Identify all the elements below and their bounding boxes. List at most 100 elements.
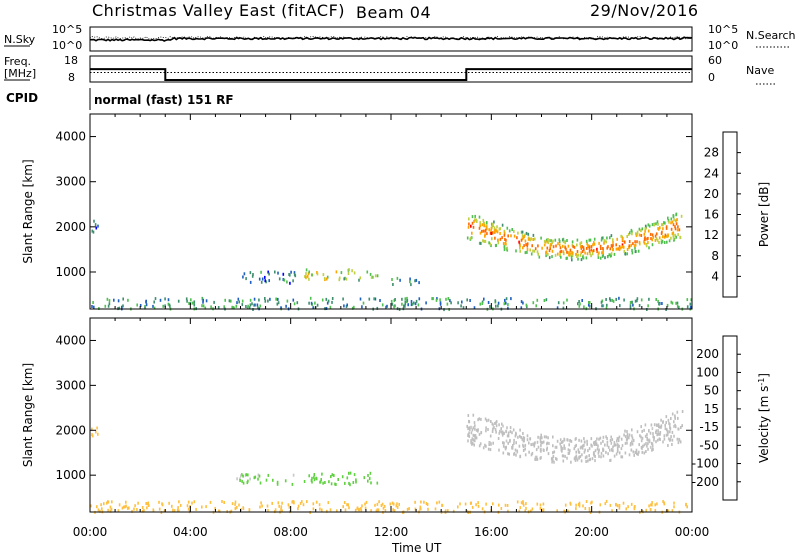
power-cell	[497, 238, 499, 242]
velocity-cell	[109, 509, 112, 513]
velocity-cell	[109, 505, 112, 509]
velocity-cell	[472, 433, 475, 437]
velocity-cell	[657, 432, 659, 436]
velocity-cell	[581, 446, 584, 450]
power-cell	[340, 271, 343, 275]
velocity-cell	[547, 452, 550, 456]
velocity-cell	[656, 438, 659, 442]
velocity-cell	[267, 509, 269, 512]
power-cell	[664, 221, 666, 225]
velocity-cell	[480, 431, 483, 435]
power-cell	[629, 301, 632, 304]
power-cell	[673, 238, 675, 242]
power-cell	[571, 254, 574, 257]
power-cell	[647, 241, 649, 245]
power-cell	[583, 305, 585, 309]
velocity-cell	[259, 481, 262, 485]
power-cell	[164, 304, 166, 308]
power-cell	[249, 280, 252, 284]
velocity-cell	[472, 413, 475, 417]
velocity-cell	[606, 440, 609, 444]
power-cell	[569, 251, 571, 255]
velocity-cell	[308, 474, 310, 478]
power-cell	[522, 236, 525, 240]
velocity-cell	[657, 423, 660, 427]
power-cell	[629, 231, 631, 235]
power-cell	[473, 219, 475, 223]
power-cell	[236, 301, 238, 305]
power-cell	[503, 302, 506, 306]
power-cell	[325, 297, 328, 301]
velocity-cell	[398, 502, 400, 506]
velocity-cell	[492, 423, 494, 427]
velocity-cell	[396, 502, 398, 506]
velocity-cell	[641, 429, 643, 433]
velocity-cell	[646, 444, 648, 448]
power-cell	[623, 249, 626, 253]
velocity-cell	[470, 431, 473, 435]
power-cell	[167, 302, 170, 306]
velocity-cell	[315, 500, 318, 504]
power-cell	[613, 252, 616, 256]
power-cell	[604, 256, 606, 260]
velocity-cell	[426, 503, 429, 506]
power-cell	[583, 248, 585, 252]
velocity-cell	[533, 442, 536, 446]
velocity-cell	[552, 435, 554, 439]
velocity-cell	[543, 449, 545, 452]
power-cell	[647, 304, 649, 308]
velocity-cell	[343, 501, 346, 504]
velocity-cell	[644, 434, 647, 438]
velocity-cell	[473, 421, 476, 425]
power-cell	[656, 220, 659, 224]
power-cell	[589, 304, 591, 308]
velocity-cell	[478, 432, 481, 436]
power-cell	[538, 255, 541, 259]
velocity-cell	[478, 444, 481, 448]
velocity-cell	[632, 439, 635, 443]
power-cell	[645, 224, 647, 228]
power-cell	[571, 240, 574, 244]
power-cell	[601, 254, 604, 258]
power-cell	[667, 219, 670, 222]
velocity-cell	[291, 482, 294, 486]
power-cell	[217, 306, 220, 309]
power-cell	[486, 221, 488, 225]
velocity-cell	[475, 503, 477, 507]
power-cell	[537, 244, 539, 248]
nave-right-tick-bottom: 0	[708, 71, 715, 84]
power-cell	[503, 245, 506, 249]
power-cell	[248, 306, 251, 310]
power-cell	[532, 301, 535, 305]
velocity-cell	[507, 509, 509, 513]
power-cell	[522, 246, 524, 250]
power-cell	[202, 298, 204, 302]
power-cell	[558, 240, 561, 243]
velocity-cell	[542, 440, 545, 444]
power-cell	[646, 237, 648, 241]
power-cell	[562, 301, 565, 305]
power-cell	[605, 240, 607, 244]
power-cell	[631, 300, 633, 304]
velocity-cell	[607, 445, 610, 449]
power-cell	[202, 304, 205, 308]
velocity-cell	[656, 502, 658, 506]
velocity-cell	[621, 444, 624, 448]
velocity-cell	[392, 502, 395, 506]
velocity-cell	[369, 471, 372, 475]
y-tick-label-velocity: 2000	[55, 423, 86, 437]
velocity-cell	[395, 504, 398, 508]
velocity-cell	[494, 422, 496, 425]
power-cell	[121, 305, 123, 309]
velocity-cell	[673, 434, 675, 438]
power-cell	[489, 242, 492, 246]
velocity-cell	[540, 456, 542, 460]
velocity-cell	[654, 508, 657, 512]
power-cell	[551, 249, 554, 253]
power-cell	[493, 226, 496, 230]
velocity-cell	[470, 439, 472, 443]
velocity-cell	[637, 452, 639, 456]
velocity-cell	[638, 450, 640, 454]
velocity-cell	[357, 508, 360, 512]
velocity-cell	[471, 428, 474, 432]
